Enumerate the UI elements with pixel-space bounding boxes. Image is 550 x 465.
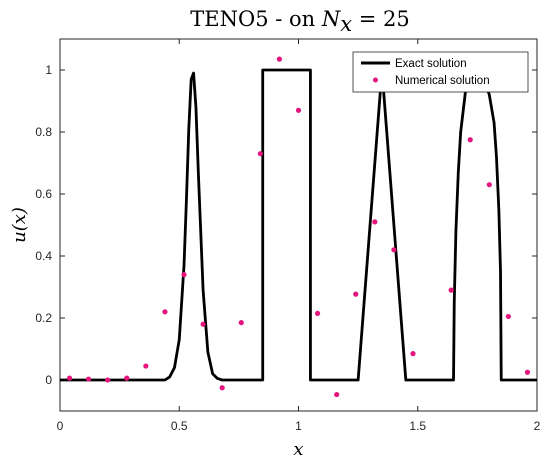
numerical-point (486, 182, 492, 188)
y-tick-label: 0.8 (35, 125, 52, 139)
x-tick-label: 2 (534, 419, 541, 433)
y-tick-label: 0 (45, 373, 52, 387)
numerical-point (410, 351, 416, 357)
y-axis-label: u(x) (9, 207, 30, 243)
numerical-point (467, 137, 473, 143)
axis-tick-labels: 0 0.5 1 1.5 2 0 0.2 0.4 0.6 0.8 1 (35, 63, 540, 433)
numerical-point (353, 291, 359, 297)
x-tick-label: 1 (295, 419, 302, 433)
numerical-point (105, 377, 111, 383)
numerical-point (143, 363, 149, 369)
numerical-point (448, 287, 454, 293)
numerical-point (86, 376, 92, 382)
x-axis-label: x (293, 439, 303, 460)
numerical-point (257, 151, 263, 157)
x-tick-label: 1.5 (409, 419, 426, 433)
numerical-point (505, 313, 511, 320)
numerical-point (334, 391, 340, 398)
title-prefix: TENO5 - on (190, 7, 322, 31)
numerical-point (200, 321, 206, 327)
title-sub: x (340, 12, 352, 36)
numerical-point (524, 369, 531, 375)
numerical-point (162, 309, 168, 315)
legend: Exact solution Numerical solution (352, 51, 529, 93)
numerical-point (295, 107, 302, 113)
numerical-point (314, 310, 321, 316)
x-tick-label: 0.5 (171, 419, 188, 433)
numerical-point (219, 385, 225, 391)
y-tick-label: 0.2 (35, 311, 52, 325)
numerical-point (276, 56, 283, 62)
numerical-point (372, 219, 378, 225)
numerical-point (66, 375, 73, 381)
chart-title: TENO5 - on Nx = 25 (190, 7, 409, 36)
numerical-point (238, 320, 244, 326)
numerical-point (391, 247, 397, 253)
y-tick-label: 1 (45, 63, 52, 77)
numerical-point (181, 272, 187, 278)
numerical-point (124, 375, 130, 381)
title-suffix: = 25 (352, 7, 410, 31)
legend-marker-numerical (373, 77, 378, 83)
legend-box (352, 51, 529, 93)
axis-ticks (59, 39, 538, 411)
title-var: N (321, 7, 341, 31)
legend-label-exact: Exact solution (395, 58, 467, 70)
y-tick-label: 0.4 (35, 249, 52, 263)
y-tick-label: 0.6 (35, 187, 52, 201)
legend-label-numerical: Numerical solution (395, 75, 490, 87)
x-tick-label: 0 (57, 419, 64, 433)
